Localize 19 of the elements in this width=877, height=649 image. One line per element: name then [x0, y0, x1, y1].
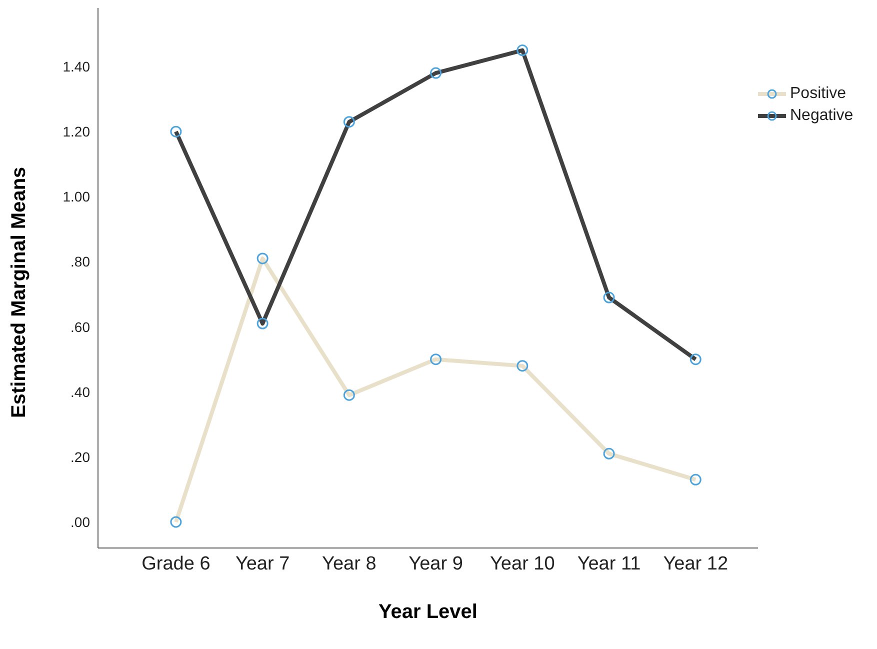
y-axis-title: Estimated Marginal Means	[8, 166, 30, 418]
y-tick-label: 1.40	[62, 58, 90, 75]
x-tick-label: Year 7	[235, 553, 290, 574]
y-tick-label: 1.20	[62, 124, 90, 140]
y-tick-label: 1.00	[62, 188, 90, 205]
y-tick-label: .60	[70, 318, 90, 335]
x-tick-label: Year 9	[408, 553, 463, 574]
y-tick-label: .80	[70, 254, 90, 270]
y-tick-label: .20	[70, 448, 90, 465]
legend-label: Positive	[790, 85, 846, 103]
legend-label: Negative	[790, 107, 854, 125]
x-tick-label: Year 8	[322, 553, 376, 574]
x-tick-label: Year 10	[490, 553, 555, 574]
x-axis-title: Year Level	[378, 601, 478, 623]
y-tick-label: .00	[70, 514, 90, 530]
x-tick-label: Year 12	[663, 553, 728, 574]
x-tick-label: Year 11	[577, 553, 641, 574]
y-tick-label: .40	[70, 384, 90, 400]
x-tick-label: Grade 6	[142, 553, 210, 574]
